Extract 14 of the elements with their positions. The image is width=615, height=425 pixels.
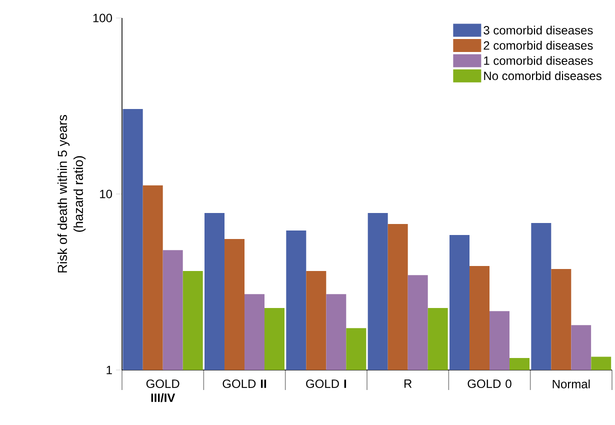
x-tick-label: GOLD 0 xyxy=(468,380,512,388)
y-tick-label: 10 xyxy=(100,190,112,198)
y-axis-title: Risk of death within 5 years (hazard ratio) xyxy=(57,115,86,272)
x-tick-label: Normal xyxy=(552,380,590,388)
x-tick-label: R xyxy=(404,380,412,388)
legend-label: 2 comorbid diseases xyxy=(484,40,593,50)
x-tick-label: GOLD I xyxy=(306,380,346,388)
y-tick-label: 1 xyxy=(106,366,112,374)
y-tick-label: 100 xyxy=(93,14,112,22)
legend-label: 1 comorbid diseases xyxy=(484,56,593,65)
legend-label: 3 comorbid diseases xyxy=(484,26,593,35)
legend-label: No comorbid diseases xyxy=(484,71,602,80)
x-tick-label: GOLD II xyxy=(222,380,266,388)
x-tick-label: GOLD III/IV xyxy=(146,380,180,402)
